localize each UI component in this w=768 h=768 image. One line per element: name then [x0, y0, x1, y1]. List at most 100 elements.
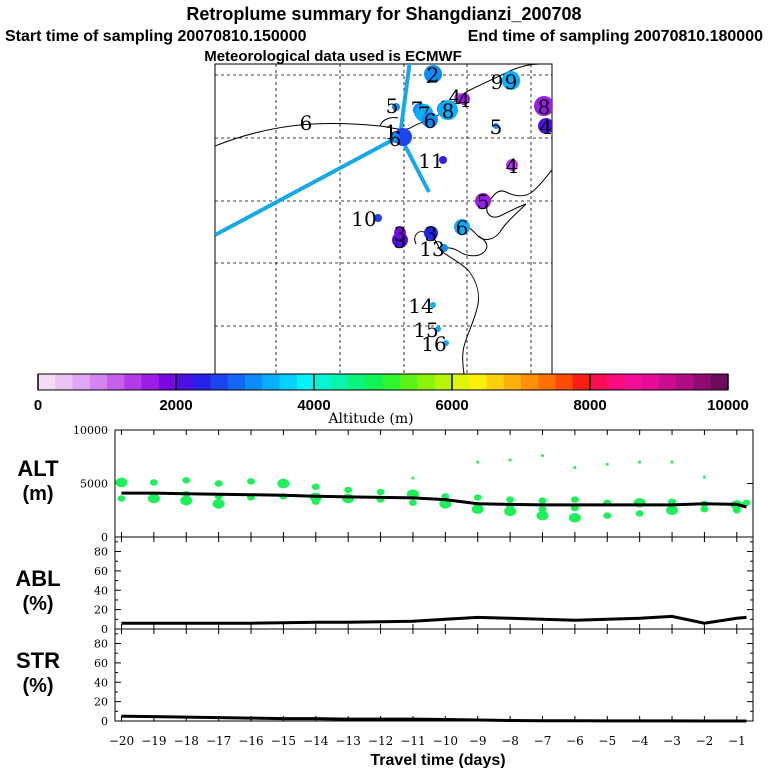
colorbar-cell	[210, 374, 229, 390]
colorbar-tick-label: 2000	[159, 397, 192, 414]
colorbar-cell	[693, 374, 712, 390]
x-tick-label: −1	[728, 734, 746, 748]
alt-cluster-mark	[635, 510, 644, 517]
alt-upper-dot	[605, 462, 609, 466]
colorbar-tick-label: 4000	[297, 397, 330, 414]
colorbar-cell	[383, 374, 401, 390]
str-data-marks	[121, 714, 747, 723]
colorbar-cell	[607, 374, 625, 390]
map-cluster-dot	[438, 100, 458, 120]
map-cluster-label: 4	[506, 154, 519, 178]
alt-upper-dot	[476, 460, 480, 464]
alt-cluster-mark	[538, 497, 547, 504]
colorbar-cell	[486, 374, 505, 390]
str-ylabel-line2: (%)	[22, 675, 53, 697]
alt-ylabel-line1: ALT	[17, 456, 59, 481]
map-cluster-label: 3	[394, 222, 407, 246]
colorbar-tick-label: 6000	[435, 397, 468, 414]
colorbar-ticks: 0 2000 4000 6000 8000 10000	[34, 374, 749, 414]
alt-cluster-mark	[342, 493, 355, 504]
colorbar-cell	[417, 374, 436, 390]
abl-panel-frame	[114, 536, 754, 630]
alt-upper-dot	[411, 476, 415, 480]
map-cluster-label: 4	[540, 115, 553, 139]
map-cluster-dot	[440, 244, 448, 252]
colorbar-cell	[141, 374, 160, 390]
alt-cluster-mark	[742, 499, 751, 506]
start-time-label: Start time of sampling 20070810.150000	[5, 28, 307, 45]
colorbar-cell	[469, 374, 487, 390]
y-tick-label: 0	[101, 623, 108, 636]
map-cluster-label: 14	[408, 294, 433, 318]
map-cluster-dot	[458, 93, 470, 105]
y-tick-label: 20	[94, 696, 108, 709]
abl-panel: ABL (%) 0 20 40 60 80	[15, 536, 754, 636]
x-tick-label: −12	[368, 734, 393, 748]
colorbar-cell	[158, 374, 177, 390]
map-clusters: 1234567891011131415162987654365438436	[300, 63, 553, 356]
alt-cluster-mark	[277, 478, 290, 489]
map-cluster-dot	[424, 226, 438, 240]
map-cluster-label: 3	[425, 222, 438, 246]
alt-upper-dot	[540, 454, 544, 458]
y-tick-label: 5000	[80, 478, 108, 491]
x-tick-label: −13	[336, 734, 361, 748]
colorbar-cell	[55, 374, 73, 390]
map-cluster-label: 16	[421, 332, 446, 356]
colorbar-cell	[624, 374, 643, 390]
alt-cluster-mark	[568, 512, 581, 523]
trajectory-line-west	[215, 134, 401, 237]
alt-ylabel-line2: (m)	[22, 483, 53, 505]
alt-upper-dot	[573, 465, 577, 469]
x-tick-label: −7	[534, 734, 552, 748]
colorbar-label: Altitude (m)	[327, 411, 413, 427]
map-cluster-dot	[439, 156, 447, 164]
abl-data-marks	[121, 614, 747, 625]
x-tick-label: −15	[271, 734, 296, 748]
abl-ylabel-line2: (%)	[22, 593, 53, 615]
x-tick-label: −2	[696, 734, 714, 748]
map-cluster-dot	[430, 302, 436, 308]
alt-cluster-mark	[212, 499, 225, 509]
x-tick-label: −5	[598, 734, 616, 748]
alt-cluster-mark	[247, 478, 256, 485]
map-cluster-label: 2	[427, 63, 440, 87]
colorbar-cells	[38, 374, 729, 390]
y-tick-label: 80	[94, 546, 108, 559]
map-cluster-dot	[424, 65, 442, 83]
y-tick-label: 0	[101, 531, 108, 544]
map-cluster-label: 4	[458, 88, 471, 112]
colorbar-tick-label: 10000	[707, 397, 749, 414]
x-tick-label: −18	[174, 734, 199, 748]
colorbar-cell	[521, 374, 539, 390]
map-cluster-dot	[435, 326, 441, 332]
alt-cluster-mark	[311, 483, 320, 490]
alt-cluster-mark	[603, 512, 612, 519]
colorbar-cell	[676, 374, 694, 390]
end-time-label: End time of sampling 20070810.180000	[468, 28, 763, 45]
map-cluster-dot	[538, 118, 552, 134]
alt-cluster-mark	[344, 486, 353, 494]
map-cluster-label: 6	[424, 109, 437, 133]
x-tick-label: −10	[433, 734, 458, 748]
alt-cluster-mark	[147, 493, 160, 504]
y-tick-label: 80	[94, 638, 108, 651]
map-cluster-label: 5	[386, 94, 399, 118]
colorbar-cell	[659, 374, 677, 390]
colorbar-cell	[245, 374, 263, 390]
colorbar-cell	[572, 374, 591, 390]
alt-upper-dot	[508, 458, 512, 462]
colorbar-cell	[72, 374, 91, 390]
alt-cluster-mark	[182, 477, 191, 484]
y-tick-label: 60	[94, 657, 108, 670]
x-tick-label: −19	[141, 734, 166, 748]
x-tick-label: −8	[501, 734, 519, 748]
map-cluster-dot	[506, 159, 518, 171]
x-axis-ticks: −20 −19 −18 −17 −16 −15 −14 −13 −12 −11 −10 −9 −8 −7−…	[109, 734, 746, 748]
alt-cluster-mark	[471, 504, 484, 514]
y-tick-label: 40	[94, 676, 108, 689]
map-cluster-dot	[392, 103, 400, 111]
colorbar-cell	[38, 374, 56, 390]
colorbar-cell	[227, 374, 246, 390]
x-tick-label: −9	[469, 734, 487, 748]
